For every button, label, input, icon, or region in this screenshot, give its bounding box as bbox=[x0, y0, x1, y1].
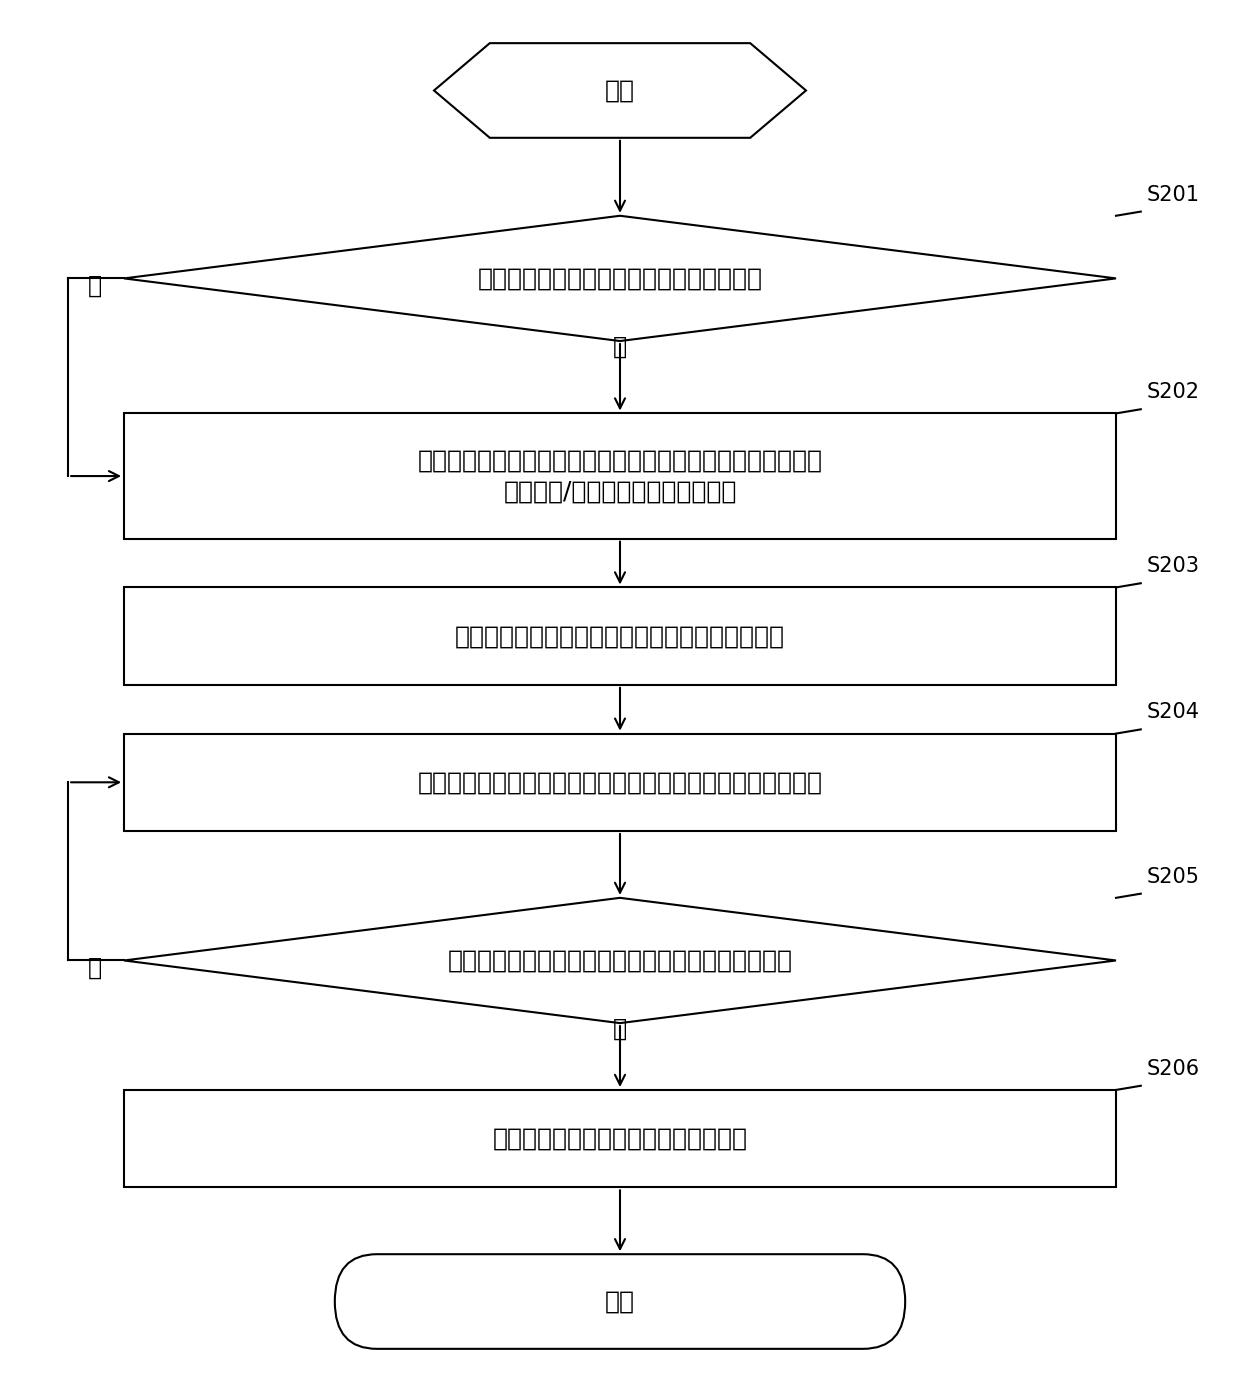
Text: 是: 是 bbox=[613, 335, 627, 359]
Bar bbox=[124, 413, 1116, 539]
Bar bbox=[124, 587, 1116, 685]
Text: 检测当前是否同时处于充电状态和灭屏状态: 检测当前是否同时处于充电状态和灭屏状态 bbox=[477, 266, 763, 291]
Text: S203: S203 bbox=[1147, 557, 1200, 576]
Text: S205: S205 bbox=[1147, 867, 1200, 887]
Text: 判断显示预设的图像的时长是否超过预设的时间阈值: 判断显示预设的图像的时长是否超过预设的时间阈值 bbox=[448, 948, 792, 973]
Text: 熄灭所述显示屏中的所述目标显示区域: 熄灭所述显示屏中的所述目标显示区域 bbox=[492, 1126, 748, 1151]
Text: 当检测到电量充满时，在所述目标显示区域内显示预设的图像: 当检测到电量充满时，在所述目标显示区域内显示预设的图像 bbox=[418, 770, 822, 795]
Text: 否: 否 bbox=[88, 273, 102, 298]
Text: 点亮显示屏中的目标显示区域，其中，所述目标显示区域包括
状态栏和/或虚拟按键栏所在的区域: 点亮显示屏中的目标显示区域，其中，所述目标显示区域包括 状态栏和/或虚拟按键栏所… bbox=[418, 448, 822, 504]
Bar bbox=[124, 734, 1116, 831]
Text: 在所述目标显示区域内显示与充电进度相关的图像: 在所述目标显示区域内显示与充电进度相关的图像 bbox=[455, 624, 785, 649]
Text: 是: 是 bbox=[613, 1018, 627, 1041]
Text: 否: 否 bbox=[88, 955, 102, 980]
Text: S204: S204 bbox=[1147, 703, 1200, 722]
Bar bbox=[124, 1090, 1116, 1187]
Text: S206: S206 bbox=[1147, 1059, 1200, 1079]
Text: 开始: 开始 bbox=[605, 78, 635, 103]
Text: 结束: 结束 bbox=[605, 1289, 635, 1314]
Text: S201: S201 bbox=[1147, 185, 1200, 205]
Text: S202: S202 bbox=[1147, 383, 1200, 402]
